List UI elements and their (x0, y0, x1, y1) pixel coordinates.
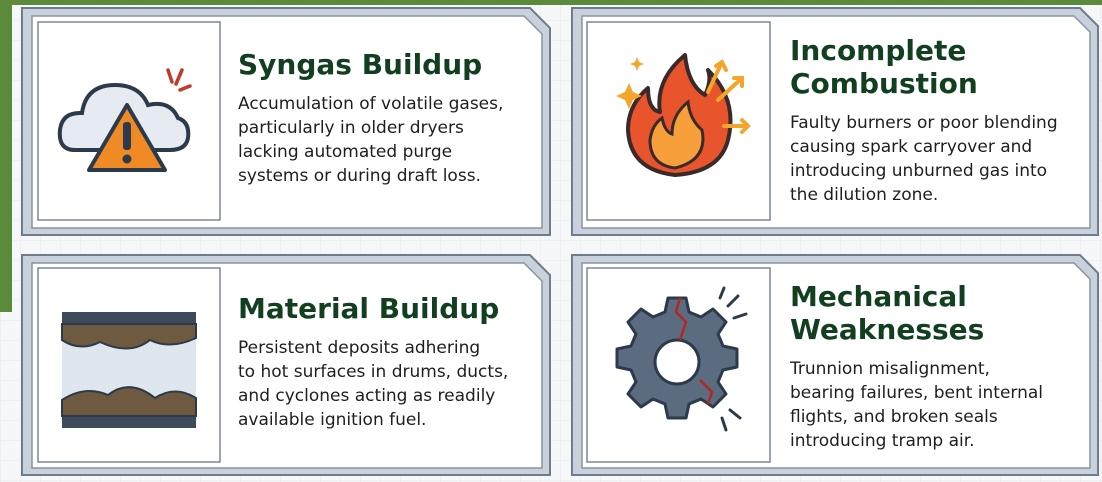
card-description: lacking automated purge (238, 142, 452, 162)
card-title: Combustion (790, 67, 978, 100)
card-description: Trunnion misalignment, (789, 359, 990, 379)
card-description: the dilution zone. (790, 185, 938, 205)
card-title: Weaknesses (790, 313, 984, 346)
left-accent (0, 0, 12, 312)
cracked-gear-icon (615, 286, 748, 432)
flame-icon (616, 53, 751, 177)
card-description: Persistent deposits adhering (238, 338, 480, 358)
card-title: Mechanical (790, 280, 967, 313)
card-title: Syngas Buildup (238, 48, 482, 81)
card-description: to hot surfaces in drums, ducts, (238, 362, 508, 382)
card-description: systems or during draft loss. (238, 166, 481, 186)
duct-deposit-icon (61, 312, 197, 428)
card-description: available ignition fuel. (238, 410, 426, 430)
top-accent (0, 0, 1102, 5)
card-description: Faulty burners or poor blending (790, 113, 1058, 133)
card-description: causing spark carryover and (790, 137, 1032, 157)
card-description: and cyclones acting as readily (238, 386, 495, 406)
card-description: particularly in older dryers (238, 118, 464, 138)
card-description: introducing unburned gas into (790, 161, 1047, 181)
cloud-warning-icon (57, 68, 192, 172)
card-title: Incomplete (790, 34, 966, 67)
card-description: flights, and broken seals (790, 407, 998, 427)
card-description: bearing failures, bent internal (790, 383, 1043, 403)
card-title: Material Buildup (238, 292, 499, 325)
card-description: Accumulation of volatile gases, (238, 94, 503, 114)
card-description: introducing tramp air. (790, 431, 975, 451)
